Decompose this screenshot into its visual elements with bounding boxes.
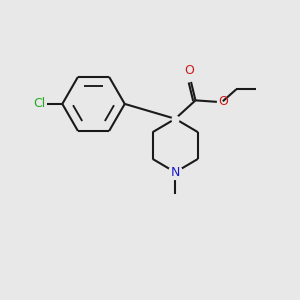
Text: N: N xyxy=(171,166,180,179)
Text: Cl: Cl xyxy=(33,98,45,110)
Text: O: O xyxy=(218,95,228,108)
Text: O: O xyxy=(184,64,194,77)
